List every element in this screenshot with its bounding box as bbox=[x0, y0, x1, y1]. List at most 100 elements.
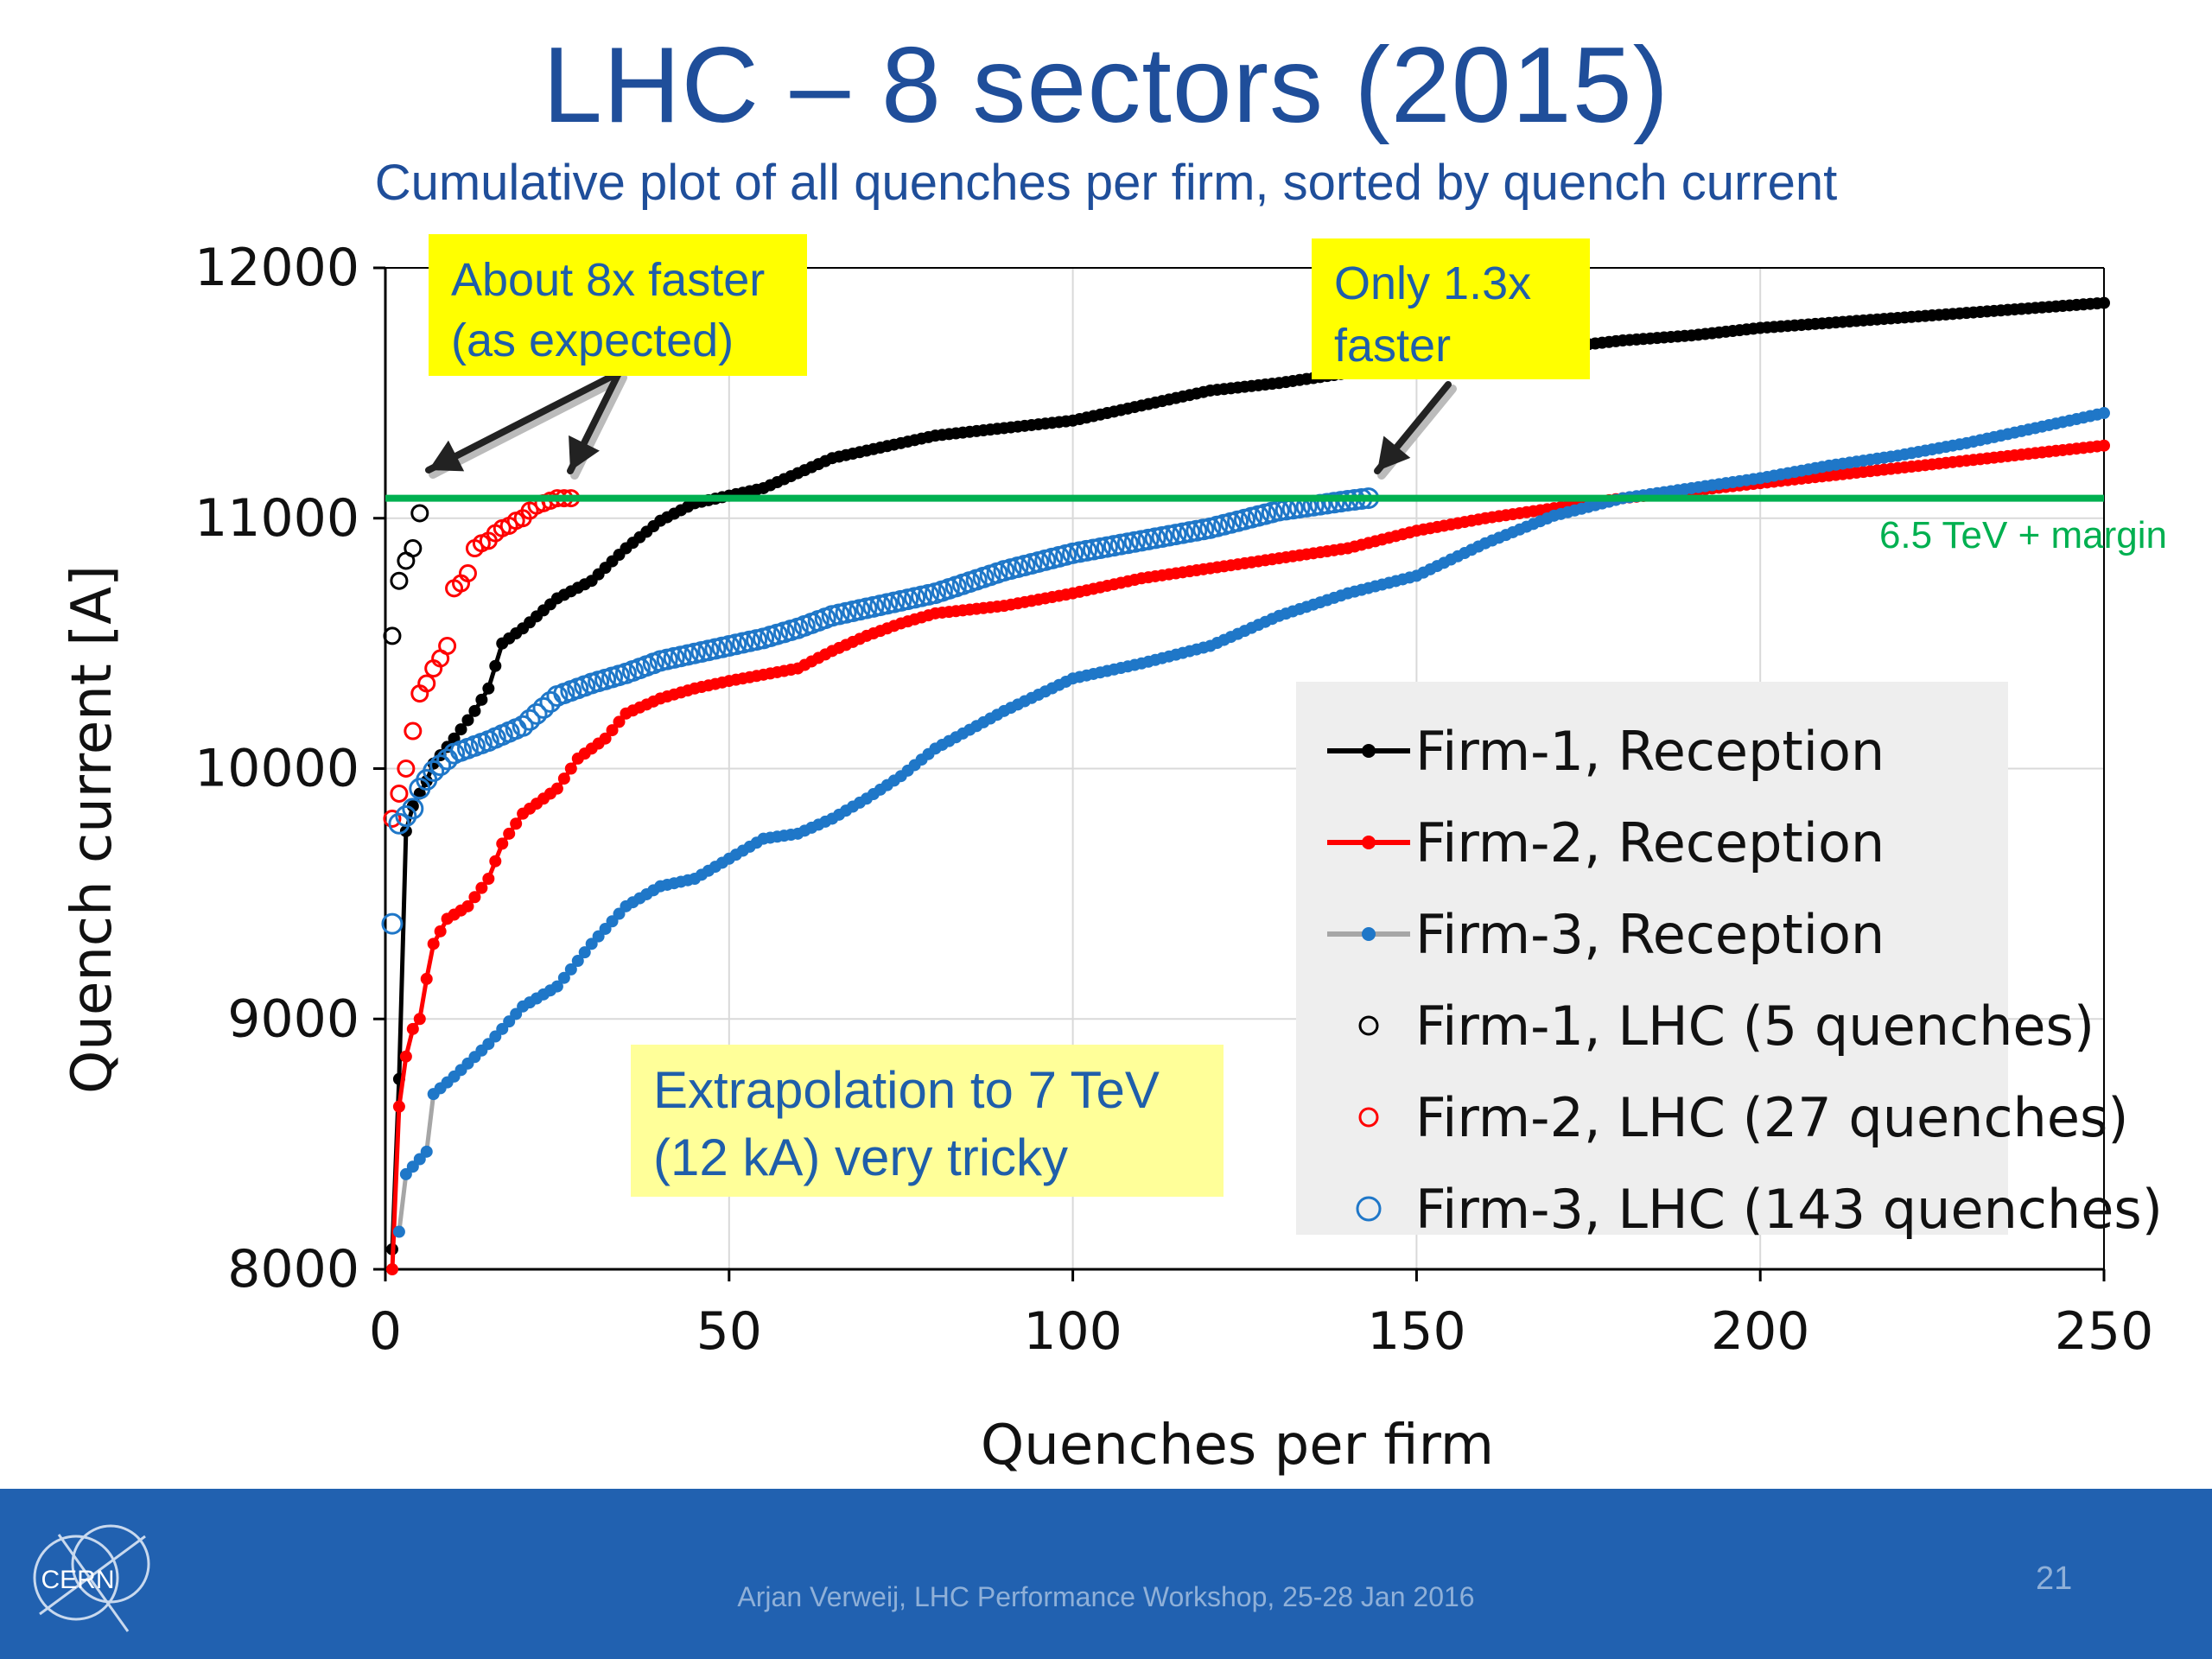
arrow-head bbox=[429, 440, 465, 472]
data-point bbox=[557, 971, 570, 984]
x-axis-label: Quenches per firm bbox=[981, 1414, 1494, 1478]
data-point bbox=[454, 723, 467, 736]
data-point bbox=[613, 715, 626, 728]
data-point bbox=[475, 881, 488, 894]
legend-label: Firm-3, LHC (143 quenches) bbox=[1415, 1178, 2163, 1241]
legend-symbol bbox=[1327, 836, 1410, 849]
legend-label: Firm-1, LHC (5 quenches) bbox=[1415, 995, 2095, 1058]
y-tick-label: 11000 bbox=[194, 488, 359, 549]
data-point-open bbox=[383, 626, 402, 645]
arrow-shaft bbox=[425, 370, 621, 474]
data-point-open bbox=[395, 805, 417, 828]
arrow-shadow bbox=[429, 373, 626, 479]
data-point-open bbox=[390, 571, 409, 590]
data-point bbox=[434, 925, 447, 938]
slide-title: LHC – 8 sectors (2015) bbox=[543, 26, 1669, 145]
data-point bbox=[461, 899, 474, 912]
data-point-open bbox=[512, 715, 534, 737]
legend-symbol bbox=[1358, 1107, 1379, 1128]
data-point-open bbox=[388, 812, 410, 835]
data-point bbox=[406, 1022, 419, 1035]
data-point-open bbox=[404, 721, 423, 741]
data-point bbox=[406, 799, 419, 812]
data-point-open bbox=[417, 674, 436, 693]
data-point-open bbox=[423, 760, 445, 782]
data-point-open bbox=[458, 563, 477, 582]
legend-label: Firm-2, LHC (27 quenches) bbox=[1415, 1086, 2129, 1149]
series-3 bbox=[392, 407, 2110, 1238]
y-axis-label: Quench current [A] bbox=[60, 565, 124, 1094]
data-point bbox=[2098, 296, 2110, 309]
legend-item-firm1-reception: Firm-1, Reception bbox=[1296, 708, 2008, 794]
data-point bbox=[461, 714, 474, 727]
x-tick-label: 250 bbox=[2055, 1301, 2154, 1362]
data-point-open bbox=[383, 809, 402, 828]
x-tick-label: 100 bbox=[1023, 1301, 1122, 1362]
y-tick-label: 9000 bbox=[227, 988, 359, 1049]
data-point bbox=[503, 827, 516, 840]
slide-subtitle: Cumulative plot of all quenches per firm… bbox=[374, 155, 1838, 211]
data-point-open bbox=[429, 754, 452, 777]
data-point-open bbox=[1323, 492, 1345, 514]
chart-axes: 0 50 100 150 200 250 8000 9000 10000 11000 12000 bbox=[194, 238, 2153, 1362]
footer-text: Arjan Verweij, LHC Performance Workshop,… bbox=[737, 1581, 1475, 1612]
legend-item-firm3-lhc: Firm-3, LHC (143 quenches) bbox=[1296, 1166, 2163, 1252]
series-5 bbox=[383, 489, 581, 828]
callout-8x-faster: About 8x faster (as expected) bbox=[429, 234, 807, 376]
chart-legend: Firm-1, Reception Firm-2, Reception Firm… bbox=[1296, 682, 2163, 1241]
x-tick-label: 50 bbox=[696, 1301, 762, 1362]
data-point-open bbox=[410, 504, 429, 523]
data-point bbox=[606, 724, 619, 737]
data-point bbox=[489, 855, 502, 868]
callout-extrapolation: Extrapolation to 7 TeV (12 kA) very tric… bbox=[631, 1045, 1224, 1197]
data-point bbox=[2098, 439, 2110, 452]
legend-item-firm1-lhc: Firm-1, LHC (5 quenches) bbox=[1296, 982, 2094, 1069]
arrow-head bbox=[569, 435, 600, 471]
data-point-open bbox=[438, 637, 457, 656]
data-point bbox=[578, 946, 591, 959]
data-point bbox=[496, 837, 509, 850]
legend-symbol bbox=[1327, 744, 1410, 758]
data-point bbox=[571, 955, 584, 968]
data-point bbox=[427, 938, 440, 950]
data-point bbox=[482, 872, 495, 885]
legend-label: Firm-2, Reception bbox=[1415, 811, 1885, 874]
data-point bbox=[482, 682, 495, 695]
data-point bbox=[550, 782, 563, 795]
data-point bbox=[392, 1225, 405, 1238]
data-point bbox=[599, 732, 612, 745]
page-number: 21 bbox=[2036, 1560, 2073, 1597]
x-tick-label: 200 bbox=[1711, 1301, 1810, 1362]
callout-1-3x-faster: Only 1.3x faster bbox=[1312, 238, 1590, 379]
arrow-head bbox=[1377, 435, 1411, 471]
data-point-open bbox=[532, 696, 555, 719]
data-point bbox=[475, 693, 488, 706]
data-point-open bbox=[1330, 491, 1352, 513]
data-point-open bbox=[518, 709, 541, 731]
legend-symbol bbox=[1358, 1015, 1379, 1036]
data-point bbox=[510, 817, 523, 830]
svg-text:CERN: CERN bbox=[41, 1566, 114, 1594]
data-point bbox=[557, 772, 570, 785]
data-point bbox=[468, 891, 481, 904]
data-point-open bbox=[404, 539, 423, 558]
data-point bbox=[420, 1145, 433, 1158]
data-point bbox=[413, 1013, 426, 1026]
data-point bbox=[564, 963, 577, 976]
data-point-open bbox=[381, 912, 404, 935]
y-tick-label: 12000 bbox=[194, 238, 359, 298]
data-point bbox=[2098, 407, 2110, 420]
legend-item-firm3-reception: Firm-3, Reception bbox=[1296, 891, 2008, 977]
legend-label: Firm-1, Reception bbox=[1415, 720, 1885, 783]
legend-symbol bbox=[1327, 927, 1410, 941]
footer-bar bbox=[0, 1489, 2212, 1659]
callout-arrows bbox=[425, 370, 1457, 480]
chart-series bbox=[381, 296, 2110, 1275]
data-point bbox=[392, 1100, 405, 1113]
cern-logo: CERN bbox=[33, 1524, 150, 1632]
data-point-open bbox=[525, 702, 548, 725]
legend-symbol bbox=[1356, 1196, 1382, 1222]
reference-line-label: 6.5 TeV + margin bbox=[1879, 514, 2167, 556]
data-point bbox=[399, 1050, 412, 1063]
legend-label: Firm-3, Reception bbox=[1415, 903, 1885, 966]
